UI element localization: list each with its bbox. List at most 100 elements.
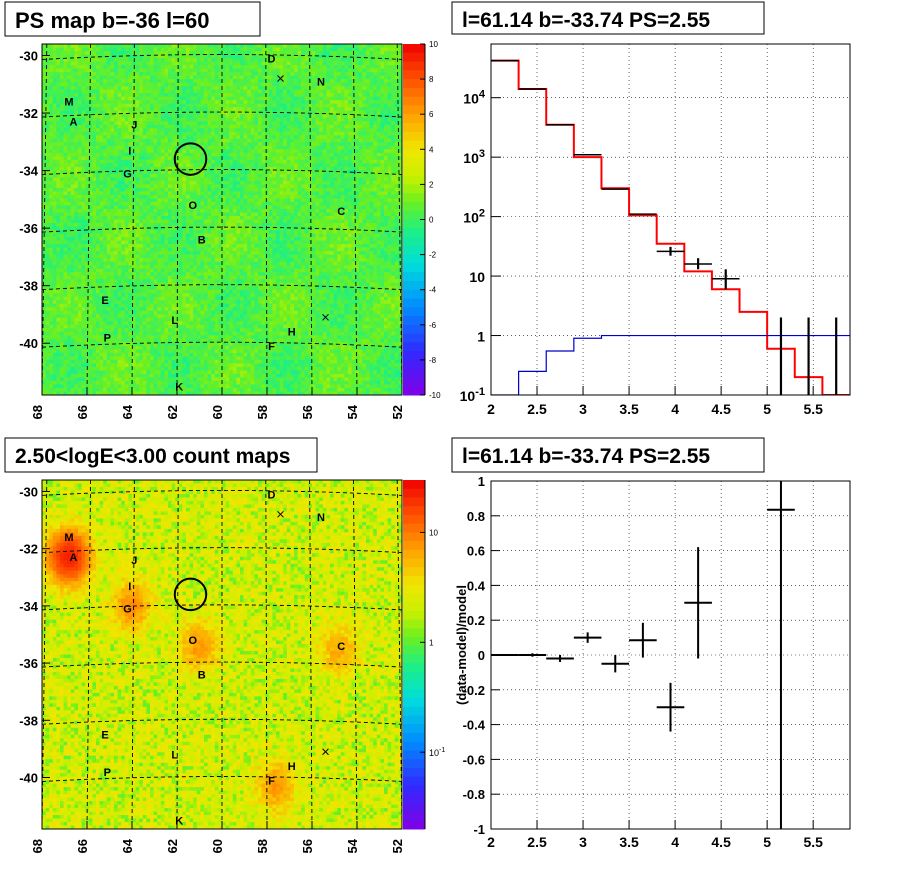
- map-cell: [211, 272, 216, 277]
- map-cell: [153, 251, 158, 255]
- map-cell: [168, 352, 172, 357]
- map-cell: [49, 68, 54, 73]
- map-cell: [117, 380, 122, 385]
- map-cell: [114, 314, 118, 319]
- map-cell: [85, 251, 90, 255]
- map-cell: [106, 391, 111, 395]
- map-cell: [42, 142, 46, 147]
- map-cell: [142, 110, 147, 115]
- map-cell: [99, 107, 104, 112]
- map-cell: [106, 114, 111, 119]
- map-cell: [193, 128, 198, 133]
- map-cell: [207, 138, 212, 143]
- map-cell: [114, 149, 118, 154]
- map-cell: [135, 128, 140, 133]
- map-cell: [142, 321, 147, 326]
- map-cell: [74, 173, 79, 178]
- map-cell: [56, 184, 61, 189]
- map-cell: [211, 152, 216, 157]
- map-cell: [106, 240, 111, 245]
- map-cell: [106, 93, 111, 98]
- map-cell: [110, 352, 115, 357]
- map-cell: [157, 103, 162, 108]
- map-cell: [164, 177, 169, 182]
- map-cell: [135, 58, 140, 62]
- map-cell: [157, 356, 162, 361]
- map-cell: [42, 272, 46, 277]
- map-cell: [171, 261, 176, 266]
- map-cell: [60, 51, 64, 55]
- map-cell: [70, 258, 75, 263]
- map-cell: [132, 251, 136, 255]
- map-cell: [70, 61, 75, 66]
- map-cell: [103, 75, 108, 80]
- map-cell: [45, 138, 50, 143]
- map-cell: [160, 317, 165, 322]
- map-cell: [160, 79, 165, 84]
- map-cell: [157, 201, 162, 206]
- map-cell: [196, 201, 201, 206]
- map-cell: [110, 89, 115, 94]
- map-cell: [56, 201, 61, 206]
- map-cell: [110, 317, 115, 322]
- map-cell: [189, 272, 194, 277]
- map-cell: [78, 258, 82, 263]
- map-cell: [207, 286, 212, 291]
- map-cell: [214, 201, 219, 206]
- map-cell: [63, 61, 68, 66]
- map-cell: [67, 44, 72, 48]
- map-cell: [204, 93, 208, 98]
- map-cell: [128, 300, 133, 305]
- map-cell: [92, 387, 97, 392]
- map-cell: [78, 149, 82, 154]
- map-cell: [164, 152, 169, 157]
- map-cell: [128, 265, 133, 270]
- map-cell: [45, 215, 50, 220]
- map-cell: [96, 51, 100, 55]
- map-cell: [52, 247, 57, 252]
- map-cell: [110, 338, 115, 343]
- map-cell: [45, 244, 50, 248]
- map-cell: [196, 373, 201, 378]
- map-cell: [171, 177, 176, 182]
- map-cell: [135, 208, 140, 213]
- map-cell: [164, 61, 169, 66]
- map-cell: [196, 391, 201, 395]
- map-cell: [142, 117, 147, 122]
- map-cell: [78, 117, 82, 122]
- map-cell: [211, 328, 216, 333]
- map-cell: [132, 373, 136, 378]
- map-cell: [49, 142, 54, 147]
- map-cell: [171, 387, 176, 392]
- map-cell: [193, 44, 198, 48]
- map-cell: [52, 293, 57, 298]
- map-cell: [189, 100, 194, 105]
- map-cell: [207, 317, 212, 322]
- map-cell: [60, 373, 64, 378]
- map-cell: [88, 237, 93, 241]
- map-cell: [164, 244, 169, 248]
- map-cell: [49, 107, 54, 112]
- map-cell: [139, 265, 144, 270]
- map-cell: [92, 233, 97, 238]
- map-cell: [110, 268, 115, 273]
- map-cell: [45, 86, 50, 91]
- map-cell: [103, 363, 108, 368]
- map-cell: [196, 110, 201, 115]
- map-cell: [106, 265, 111, 270]
- map-cell: [88, 138, 93, 143]
- map-cell: [106, 72, 111, 76]
- map-cell: [189, 254, 194, 259]
- map-cell: [60, 58, 64, 62]
- map-cell: [110, 107, 115, 112]
- map-cell: [193, 61, 198, 66]
- map-cell: [114, 89, 118, 94]
- map-cell: [139, 244, 144, 248]
- map-cell: [196, 244, 201, 248]
- map-cell: [117, 345, 122, 350]
- map-cell: [96, 363, 100, 368]
- map-cell: [106, 61, 111, 66]
- map-cell: [139, 131, 144, 136]
- map-cell: [124, 370, 129, 375]
- map-cell: [146, 240, 151, 245]
